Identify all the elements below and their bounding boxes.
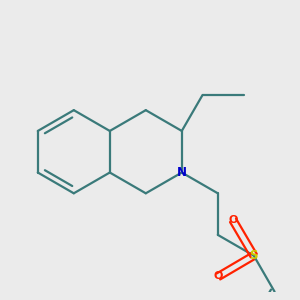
Text: O: O	[228, 215, 238, 225]
Text: O: O	[214, 272, 223, 281]
Text: N: N	[177, 166, 187, 179]
Text: S: S	[250, 249, 258, 262]
